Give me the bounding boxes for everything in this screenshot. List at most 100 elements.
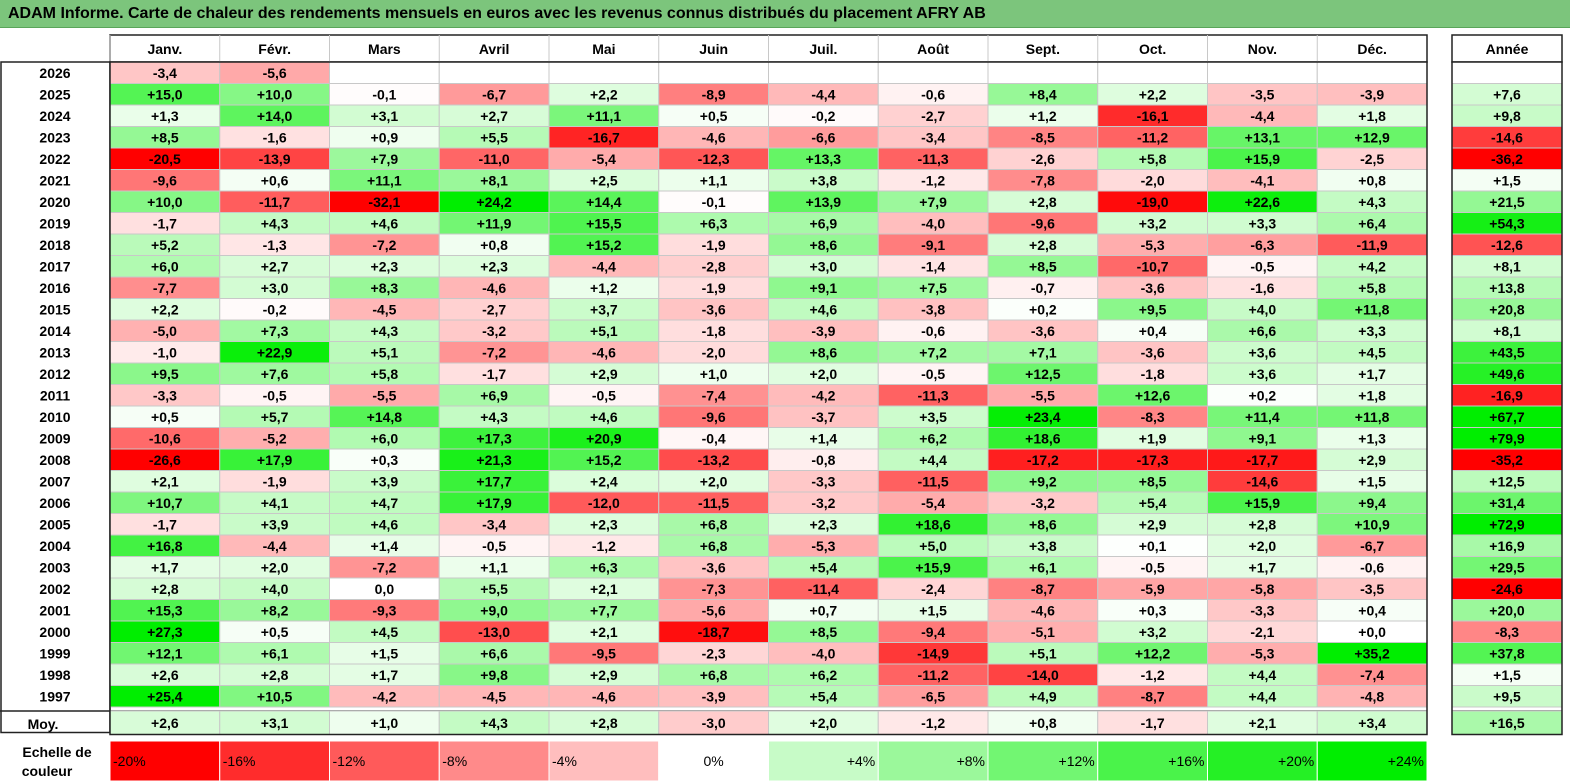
cell-value-label: -7,4	[702, 387, 726, 403]
cell-value-label: +4,4	[919, 452, 947, 468]
cell-value-label: +21,3	[476, 452, 512, 468]
cell-value-label: +9,0	[480, 602, 508, 618]
cell-value-label: +2,3	[480, 258, 508, 274]
cell-value-label: +6,0	[371, 430, 399, 446]
cell-value-label: -1,9	[702, 237, 726, 253]
cell-value-label: -6,7	[1360, 538, 1384, 554]
cell-value-label: +9,2	[1029, 473, 1057, 489]
cell-value-label: +25,4	[147, 688, 183, 704]
cell-value-label: -2,7	[482, 301, 506, 317]
cell-value-label: -7,2	[372, 559, 396, 575]
cell-value-label: +16,8	[147, 538, 183, 554]
cell-value-label: +4,4	[1249, 667, 1277, 683]
row-year-label: 2017	[39, 258, 70, 274]
cell-value-label: -4,4	[811, 86, 835, 102]
cell-value-label: -17,3	[1137, 452, 1169, 468]
cell-value-label: +0,2	[1029, 301, 1057, 317]
legend-swatch	[109, 740, 221, 782]
cell-value-label: +2,8	[1029, 237, 1057, 253]
legend-swatch	[987, 740, 1099, 782]
cell-value-label: +1,5	[1358, 473, 1386, 489]
report-title: ADAM Informe. Carte de chaleur des rende…	[0, 0, 1570, 28]
annual-value-label: +1,5	[1493, 667, 1521, 683]
annual-value-label: +31,4	[1489, 495, 1525, 511]
cell-value-label: +1,7	[1249, 559, 1277, 575]
cell-value-label: +2,5	[590, 172, 618, 188]
cell-value-label: -0,5	[1250, 258, 1274, 274]
cell-value-label: +12,9	[1354, 129, 1390, 145]
cell-value-label: +9,5	[151, 366, 179, 382]
average-value-label: +3,4	[1358, 715, 1386, 731]
cell-value-label: -9,5	[592, 645, 616, 661]
average-row-label: Moy.	[28, 716, 59, 732]
cell-value-label: -3,6	[1141, 280, 1165, 296]
cell-value-label: -5,9	[1141, 581, 1165, 597]
cell-value-label: +2,2	[590, 86, 618, 102]
average-value-label: +4,3	[480, 715, 508, 731]
annual-value-label: +8,1	[1493, 323, 1521, 339]
heatmap-cell	[1316, 61, 1428, 84]
cell-value-label: -7,2	[372, 237, 396, 253]
month-header: Août	[917, 41, 949, 57]
cell-value-label: -3,6	[1141, 344, 1165, 360]
cell-value-label: +8,5	[1029, 258, 1057, 274]
month-header: Sept.	[1026, 41, 1060, 57]
cell-value-label: +9,8	[480, 667, 508, 683]
annual-value-label: +20,0	[1489, 602, 1525, 618]
annual-value-label: +12,5	[1489, 473, 1525, 489]
cell-value-label: +0,5	[151, 409, 179, 425]
cell-value-label: +11,9	[477, 215, 512, 231]
cell-value-label: -4,2	[372, 688, 396, 704]
cell-value-label: +5,2	[151, 237, 179, 253]
month-header: Mars	[368, 41, 401, 57]
cell-value-label: +5,4	[810, 559, 838, 575]
cell-value-label: -5,3	[1141, 237, 1165, 253]
cell-value-label: -8,3	[1141, 409, 1165, 425]
annual-value-label: +54,3	[1489, 215, 1525, 231]
legend-label: +16%	[1168, 753, 1204, 769]
cell-value-label: +7,9	[919, 194, 947, 210]
cell-value-label: -0,2	[811, 108, 835, 124]
cell-value-label: -2,1	[1250, 624, 1274, 640]
cell-value-label: +2,0	[810, 366, 838, 382]
cell-value-label: +0,0	[1358, 624, 1386, 640]
annual-value-label: -24,6	[1491, 581, 1523, 597]
row-year-label: 2007	[39, 473, 70, 489]
cell-value-label: +2,8	[1029, 194, 1057, 210]
row-year-label: 2015	[39, 301, 70, 317]
annual-value-label: +8,1	[1493, 258, 1521, 274]
cell-value-label: +15,5	[586, 215, 622, 231]
cell-value-label: +4,6	[371, 215, 399, 231]
cell-value-label: +0,7	[810, 602, 838, 618]
cell-value-label: -3,4	[921, 129, 945, 145]
cell-value-label: -5,5	[372, 387, 396, 403]
heatmap-cell	[548, 61, 660, 84]
month-header: Déc.	[1357, 41, 1387, 57]
cell-value-label: +3,3	[1358, 323, 1386, 339]
legend-label: +4%	[847, 753, 875, 769]
cell-value-label: -13,0	[478, 624, 510, 640]
cell-value-label: 0,0	[375, 581, 395, 597]
cell-value-label: +6,8	[700, 667, 728, 683]
row-year-label: 2012	[39, 366, 70, 382]
cell-value-label: -11,5	[918, 473, 949, 489]
cell-value-label: +4,1	[261, 495, 289, 511]
cell-value-label: +22,6	[1245, 194, 1281, 210]
row-year-label: 2013	[39, 344, 70, 360]
cell-value-label: +17,9	[476, 495, 512, 511]
legend-swatch	[1207, 740, 1318, 782]
annual-frame	[1451, 61, 1563, 736]
cell-value-label: -9,4	[921, 624, 945, 640]
cell-value-label: +2,0	[261, 559, 289, 575]
heatmap-cell	[768, 61, 879, 84]
heatmap-cell	[329, 61, 440, 84]
cell-value-label: -4,6	[592, 344, 616, 360]
cell-value-label: +2,1	[590, 581, 618, 597]
legend-label: 0%	[704, 753, 724, 769]
legend-swatch	[1316, 740, 1428, 782]
row-year-label: 2004	[39, 538, 70, 554]
cell-value-label: +2,2	[1139, 86, 1167, 102]
cell-value-label: -11,0	[479, 151, 510, 167]
row-year-label: 2000	[39, 624, 70, 640]
